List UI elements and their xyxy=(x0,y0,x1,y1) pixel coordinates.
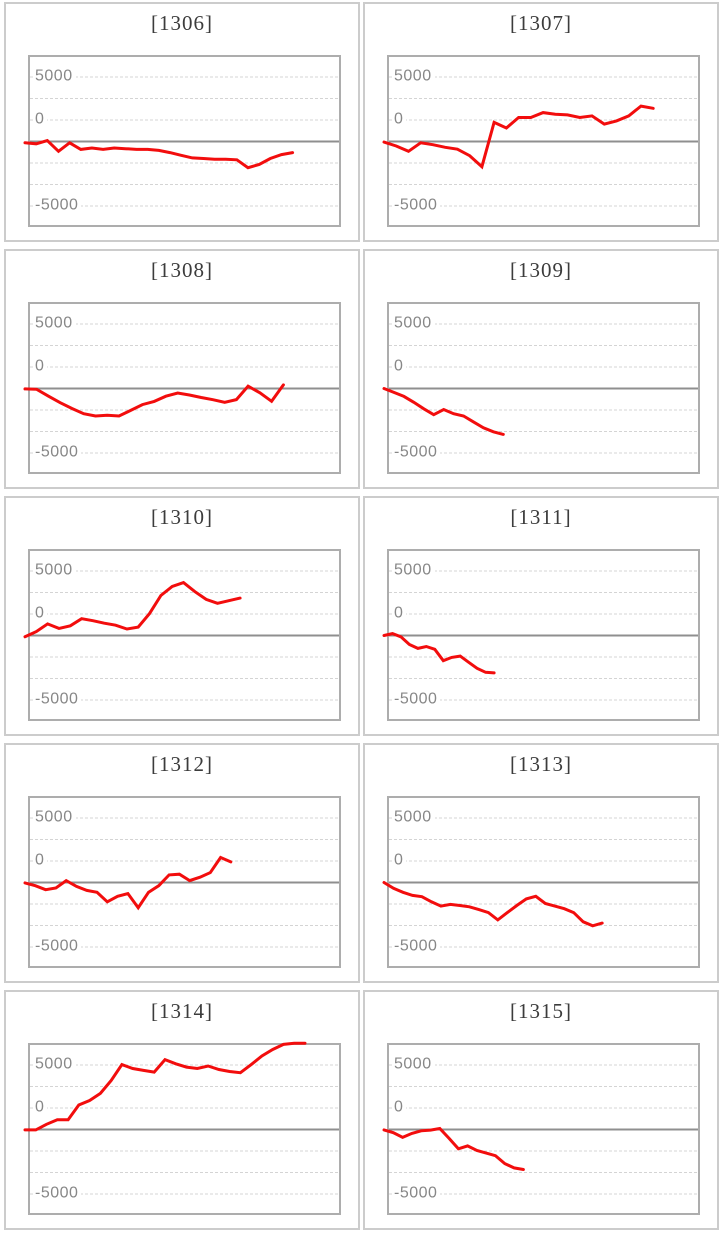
y-axis-label: 5000 xyxy=(393,561,435,580)
y-axis-label: -5000 xyxy=(393,443,441,462)
y-axis-label: 5000 xyxy=(34,561,76,580)
chart-canvas xyxy=(382,1064,698,1195)
y-axis-label: 5000 xyxy=(34,808,76,827)
y-axis-label: 0 xyxy=(34,1098,48,1117)
y-axis-label: -5000 xyxy=(393,937,441,956)
chart-card-1307: [1307] 5000 0 -5000 xyxy=(363,2,719,242)
plot-area: 5000 0 -5000 xyxy=(382,302,700,474)
plot-area: 5000 0 -5000 xyxy=(23,302,341,474)
chart-title: [1310] xyxy=(151,505,213,529)
y-axis-label: 5000 xyxy=(34,1055,76,1074)
chart-card-1312: [1312] 5000 0 -5000 xyxy=(4,743,360,983)
chart-card-1313: [1313] 5000 0 -5000 xyxy=(363,743,719,983)
chart-title: [1312] xyxy=(151,752,213,776)
y-axis-label: -5000 xyxy=(34,443,82,462)
plot-area: 5000 0 -5000 xyxy=(382,1043,700,1215)
y-axis-label: -5000 xyxy=(393,1184,441,1203)
y-axis-label: 0 xyxy=(393,851,407,870)
chart-title: [1311] xyxy=(510,505,572,529)
plot-area: 5000 0 -5000 xyxy=(382,55,700,227)
y-axis-label: 0 xyxy=(393,357,407,376)
y-axis-label: 5000 xyxy=(393,808,435,827)
chart-canvas xyxy=(382,76,698,207)
plot-area: 5000 0 -5000 xyxy=(23,55,341,227)
chart-title: [1308] xyxy=(151,258,213,282)
chart-canvas xyxy=(23,76,339,207)
y-axis-label: -5000 xyxy=(34,1184,82,1203)
y-axis-label: 5000 xyxy=(393,1055,435,1074)
y-axis-label: -5000 xyxy=(34,196,82,215)
chart-card-1309: [1309] 5000 0 -5000 xyxy=(363,249,719,489)
series-line xyxy=(23,138,295,170)
series-line xyxy=(23,383,285,418)
y-axis-label: -5000 xyxy=(34,690,82,709)
y-axis-label: -5000 xyxy=(393,196,441,215)
chart-title: [1307] xyxy=(510,11,572,35)
chart-card-1311: [1311] 5000 0 -5000 xyxy=(363,496,719,736)
chart-card-1306: [1306] 5000 0 -5000 xyxy=(4,2,360,242)
series-line xyxy=(382,632,496,675)
y-axis-label: -5000 xyxy=(393,690,441,709)
y-axis-label: 0 xyxy=(393,604,407,623)
y-axis-label: 0 xyxy=(34,110,48,129)
series-line xyxy=(382,1126,525,1171)
y-axis-label: 0 xyxy=(34,357,48,376)
chart-card-1315: [1315] 5000 0 -5000 xyxy=(363,990,719,1230)
series-line xyxy=(23,1041,307,1132)
chart-title: [1314] xyxy=(151,999,213,1023)
chart-canvas xyxy=(382,323,698,454)
chart-card-1310: [1310] 5000 0 -5000 xyxy=(4,496,360,736)
y-axis-label: -5000 xyxy=(34,937,82,956)
y-axis-label: 0 xyxy=(34,604,48,623)
y-axis-label: 5000 xyxy=(34,314,76,333)
plot-area: 5000 0 -5000 xyxy=(382,549,700,721)
chart-canvas xyxy=(23,570,339,701)
chart-title: [1306] xyxy=(151,11,213,35)
chart-title: [1313] xyxy=(510,752,572,776)
chart-title: [1309] xyxy=(510,258,572,282)
y-axis-label: 0 xyxy=(34,851,48,870)
chart-canvas xyxy=(23,1041,339,1195)
chart-canvas xyxy=(23,323,339,454)
y-axis-label: 0 xyxy=(393,110,407,129)
y-axis-label: 5000 xyxy=(393,314,435,333)
plot-area: 5000 0 -5000 xyxy=(23,796,341,968)
plot-area: 5000 0 -5000 xyxy=(23,549,341,721)
plot-area: 5000 0 -5000 xyxy=(23,1041,341,1215)
chart-card-1314: [1314] 5000 0 -5000 xyxy=(4,990,360,1230)
chart-canvas xyxy=(382,570,698,701)
series-line xyxy=(382,387,505,436)
series-line xyxy=(382,881,604,928)
chart-canvas xyxy=(23,817,339,948)
chart-title: [1315] xyxy=(510,999,572,1023)
y-axis-label: 5000 xyxy=(34,67,76,86)
chart-card-1308: [1308] 5000 0 -5000 xyxy=(4,249,360,489)
chart-canvas xyxy=(382,817,698,948)
y-axis-label: 0 xyxy=(393,1098,407,1117)
series-line xyxy=(23,855,233,911)
y-axis-label: 5000 xyxy=(393,67,435,86)
plot-area: 5000 0 -5000 xyxy=(382,796,700,968)
series-line xyxy=(382,104,655,170)
series-line xyxy=(23,580,242,639)
